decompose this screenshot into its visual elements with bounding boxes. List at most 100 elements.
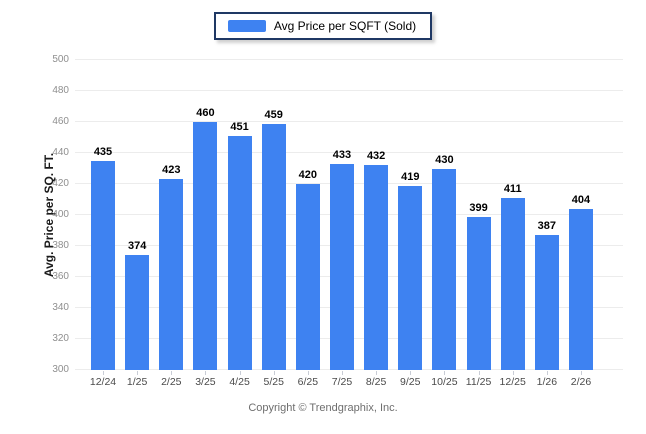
legend-row: Avg Price per SQFT (Sold) [0, 0, 646, 40]
x-tick-label: 5/25 [263, 376, 284, 388]
bar-group: 411 [500, 60, 525, 375]
bar [91, 160, 115, 370]
x-axis-tick [171, 371, 173, 375]
x-axis-tick [478, 371, 480, 375]
x-tick-label: 11/25 [465, 376, 492, 388]
x-tick-label: 1/26 [536, 376, 558, 388]
bar-value-label: 404 [571, 193, 591, 206]
bar [568, 208, 593, 370]
gridline [75, 90, 623, 91]
bar-value-label: 432 [366, 150, 386, 163]
bar-value-label: 460 [196, 107, 215, 119]
legend: Avg Price per SQFT (Sold) [213, 12, 433, 40]
y-tick-label: 480 [52, 85, 69, 96]
x-tick-label: 10/25 [431, 376, 458, 388]
plot-area: 435 374 423 460 451 459 420 433 432 419 430 399 411 3… [75, 59, 623, 375]
y-tick-label: 400 [52, 209, 69, 220]
x-axis-tick [137, 371, 139, 375]
y-tick-label: 420 [52, 178, 69, 189]
bar [125, 255, 150, 370]
bar-group: 404 [568, 60, 593, 375]
bar-chart: Avg. Price per SQ. FT. 300 320 340 360 380 40… [20, 55, 626, 388]
y-tick-label: 500 [52, 54, 69, 65]
x-tick-label: 2/26 [570, 376, 592, 388]
x-tick-label: 12/24 [89, 376, 117, 388]
bar-value-label: 459 [264, 108, 283, 121]
y-tick-label: 300 [52, 364, 69, 375]
bar-value-label: 451 [230, 120, 249, 133]
x-tick-label: 3/25 [195, 376, 216, 388]
bar-value-label: 430 [435, 153, 454, 166]
x-axis-tick [307, 371, 309, 375]
bar-value-label: 399 [469, 201, 488, 214]
bar [295, 184, 320, 370]
x-axis: 12/24 1/25 2/25 3/25 4/25 5/25 6/25 7/25 8/25 9/2… [75, 370, 623, 388]
x-axis-tick [444, 371, 446, 375]
bar [398, 185, 423, 370]
bar-group: 423 [159, 60, 184, 375]
bar [466, 216, 491, 370]
bar [500, 197, 525, 370]
bar-group: 420 [295, 60, 320, 375]
bar-group: 387 [534, 60, 559, 375]
bar [364, 165, 389, 370]
bar [227, 135, 252, 370]
bar-group: 433 [329, 60, 354, 375]
x-tick-label: 8/25 [365, 376, 387, 388]
bars-container: 435 374 423 460 451 459 420 433 432 419 430 399 411 3… [75, 60, 623, 375]
x-tick-label: 7/25 [331, 376, 353, 388]
gridline [75, 121, 623, 122]
x-axis-tick [341, 371, 343, 375]
bar [261, 123, 286, 370]
bar-group: 459 [261, 60, 286, 375]
x-tick-label: 1/25 [126, 376, 148, 388]
y-tick-label: 320 [52, 333, 69, 344]
bar-group: 419 [398, 60, 423, 375]
bar [159, 179, 184, 370]
x-tick-label: 2/25 [161, 376, 182, 388]
bar-value-label: 433 [332, 148, 352, 161]
bar [329, 163, 354, 370]
x-axis-tick [410, 371, 412, 375]
y-tick-label: 380 [52, 240, 69, 251]
x-tick-label: 4/25 [229, 376, 250, 388]
gridline [75, 152, 623, 153]
bar-group: 435 [91, 60, 115, 375]
x-axis-tick [103, 371, 104, 375]
x-axis-tick [512, 371, 514, 375]
y-axis: 300 320 340 360 380 400 420 440 460 480 500 [20, 55, 75, 375]
bar-value-label: 374 [127, 240, 147, 253]
bar-group: 399 [466, 60, 491, 375]
bar-group: 432 [364, 60, 389, 375]
x-tick-label: 12/25 [499, 376, 526, 388]
bar-group: 430 [432, 60, 457, 375]
x-tick-label: 9/25 [400, 376, 421, 388]
bar-value-label: 419 [401, 170, 420, 183]
legend-color-swatch [227, 20, 266, 32]
x-tick-label: 6/25 [297, 376, 319, 388]
bar-value-label: 435 [93, 145, 113, 158]
bar-value-label: 387 [537, 220, 556, 233]
bar-value-label: 411 [503, 182, 522, 195]
copyright-text: Copyright © Trendgraphix, Inc. [248, 401, 398, 414]
x-axis-tick [580, 371, 582, 375]
bar-value-label: 423 [162, 164, 181, 177]
bar-group: 451 [227, 60, 252, 375]
y-tick-label: 440 [52, 147, 69, 158]
y-tick-label: 460 [52, 116, 69, 127]
legend-label: Avg Price per SQFT (Sold) [273, 19, 417, 33]
x-axis-tick [239, 371, 241, 375]
gridline [75, 59, 623, 60]
bar-group: 374 [125, 60, 150, 375]
bar-value-label: 420 [298, 169, 318, 181]
bar [534, 235, 559, 370]
x-axis-tick [273, 371, 275, 375]
bar [193, 122, 218, 370]
y-tick-label: 340 [52, 302, 69, 313]
y-tick-label: 360 [52, 271, 69, 282]
x-axis-tick [376, 371, 378, 375]
x-axis-tick [205, 371, 207, 375]
x-axis-tick [546, 371, 548, 375]
bar-group: 460 [193, 60, 218, 375]
